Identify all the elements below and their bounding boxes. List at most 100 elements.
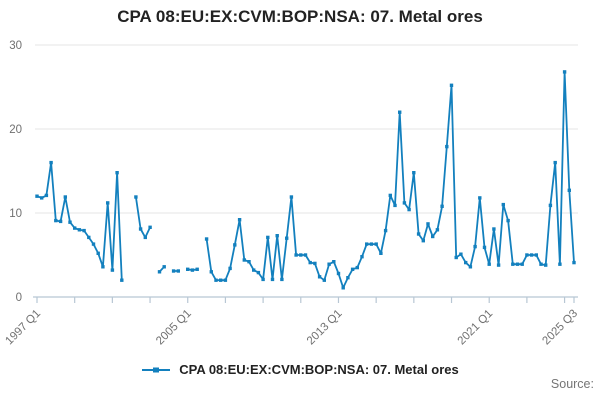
data-point-marker[interactable] — [327, 262, 331, 266]
data-point-marker[interactable] — [515, 262, 520, 266]
data-point-marker[interactable] — [365, 242, 369, 246]
data-point-marker[interactable] — [355, 265, 359, 270]
data-point-marker[interactable] — [266, 235, 270, 240]
data-point-marker[interactable] — [529, 253, 534, 257]
data-point-marker[interactable] — [562, 70, 567, 74]
data-point-marker[interactable] — [445, 144, 449, 149]
data-point-marker[interactable] — [341, 286, 345, 290]
legend-item-metal-ores[interactable]: CPA 08:EU:EX:CVM:BOP:NSA: 07. Metal ores — [141, 362, 459, 377]
data-point-marker[interactable] — [242, 258, 246, 262]
data-point-marker[interactable] — [204, 237, 209, 241]
data-point-marker[interactable] — [544, 263, 548, 267]
data-point-marker[interactable] — [496, 263, 501, 267]
data-point-marker[interactable] — [294, 253, 298, 257]
data-point-marker[interactable] — [313, 261, 317, 266]
data-point-marker[interactable] — [525, 253, 529, 257]
data-point-marker[interactable] — [506, 218, 510, 223]
data-point-marker[interactable] — [49, 160, 53, 165]
data-point-marker[interactable] — [91, 242, 96, 246]
data-point-marker[interactable] — [190, 268, 195, 272]
data-point-marker[interactable] — [398, 110, 402, 114]
data-point-marker[interactable] — [473, 244, 477, 249]
data-point-marker[interactable] — [431, 234, 435, 239]
data-point-marker[interactable] — [58, 219, 63, 224]
data-point-marker[interactable] — [558, 262, 562, 266]
data-point-marker[interactable] — [261, 277, 265, 282]
data-point-marker[interactable] — [275, 234, 279, 238]
data-point-marker[interactable] — [454, 255, 458, 260]
data-point-marker[interactable] — [487, 262, 491, 266]
series-metal-ores[interactable] — [35, 70, 576, 290]
data-point-marker[interactable] — [252, 268, 256, 272]
data-point-marker[interactable] — [82, 228, 86, 233]
data-point-marker[interactable] — [388, 193, 392, 198]
data-point-marker[interactable] — [186, 267, 190, 271]
data-point-marker[interactable] — [332, 260, 336, 264]
data-point-marker[interactable] — [157, 270, 162, 274]
data-point-marker[interactable] — [77, 228, 82, 232]
data-point-marker[interactable] — [233, 243, 237, 247]
data-point-marker[interactable] — [247, 260, 251, 264]
data-point-marker[interactable] — [350, 267, 355, 271]
data-point-marker[interactable] — [171, 269, 176, 273]
data-point-marker[interactable] — [322, 278, 326, 282]
data-point-marker[interactable] — [209, 270, 213, 274]
data-point-marker[interactable] — [270, 277, 275, 282]
data-point-marker[interactable] — [138, 227, 143, 231]
data-point-marker[interactable] — [285, 236, 289, 240]
data-point-marker[interactable] — [219, 278, 223, 282]
data-point-marker[interactable] — [449, 83, 454, 87]
data-point-marker[interactable] — [35, 194, 39, 198]
data-point-marker[interactable] — [106, 201, 110, 205]
data-point-marker[interactable] — [468, 265, 473, 269]
data-point-marker[interactable] — [195, 267, 199, 271]
data-point-marker[interactable] — [280, 277, 284, 282]
data-point-marker[interactable] — [440, 204, 444, 208]
data-point-marker[interactable] — [237, 218, 242, 222]
data-point-marker[interactable] — [303, 253, 308, 257]
data-point-marker[interactable] — [143, 235, 147, 240]
data-point-marker[interactable] — [176, 269, 180, 273]
data-point-marker[interactable] — [73, 226, 77, 230]
data-point-marker[interactable] — [360, 255, 364, 259]
data-point-marker[interactable] — [120, 278, 124, 282]
data-point-marker[interactable] — [308, 260, 312, 265]
data-point-marker[interactable] — [299, 253, 303, 257]
data-point-marker[interactable] — [214, 278, 218, 282]
data-point-marker[interactable] — [383, 228, 388, 233]
data-point-marker[interactable] — [534, 253, 538, 257]
data-point-marker[interactable] — [478, 196, 482, 200]
data-point-marker[interactable] — [68, 220, 72, 224]
data-point-marker[interactable] — [87, 235, 91, 240]
chart-canvas[interactable]: 0 10 20 30 1997 Q1 2005 Q1 2013 Q1 2021 Q1 2025 … — [0, 30, 600, 360]
data-point-marker[interactable] — [369, 242, 374, 246]
data-point-marker[interactable] — [539, 262, 543, 266]
data-point-marker[interactable] — [148, 225, 152, 229]
data-point-marker[interactable] — [110, 268, 115, 272]
data-point-marker[interactable] — [501, 202, 505, 207]
data-point-marker[interactable] — [548, 203, 553, 208]
data-point-marker[interactable] — [459, 252, 463, 256]
data-point-marker[interactable] — [54, 218, 58, 223]
data-point-marker[interactable] — [115, 171, 119, 175]
data-point-marker[interactable] — [96, 251, 100, 255]
data-point-marker[interactable] — [464, 260, 468, 265]
data-point-marker[interactable] — [223, 278, 228, 282]
data-point-marker[interactable] — [346, 276, 350, 280]
data-point-marker[interactable] — [412, 171, 416, 175]
data-point-marker[interactable] — [379, 251, 383, 255]
data-point-marker[interactable] — [374, 242, 378, 246]
data-point-marker[interactable] — [336, 271, 341, 276]
data-point-marker[interactable] — [393, 203, 397, 208]
data-point-marker[interactable] — [101, 265, 105, 269]
data-point-marker[interactable] — [402, 201, 407, 205]
data-point-marker[interactable] — [162, 265, 166, 269]
data-point-marker[interactable] — [256, 270, 261, 275]
data-point-marker[interactable] — [416, 232, 421, 236]
data-point-marker[interactable] — [426, 222, 430, 226]
data-point-marker[interactable] — [435, 228, 440, 232]
data-point-marker[interactable] — [407, 207, 411, 212]
data-point-marker[interactable] — [511, 262, 515, 266]
data-point-marker[interactable] — [492, 227, 496, 231]
data-point-marker[interactable] — [482, 245, 487, 250]
